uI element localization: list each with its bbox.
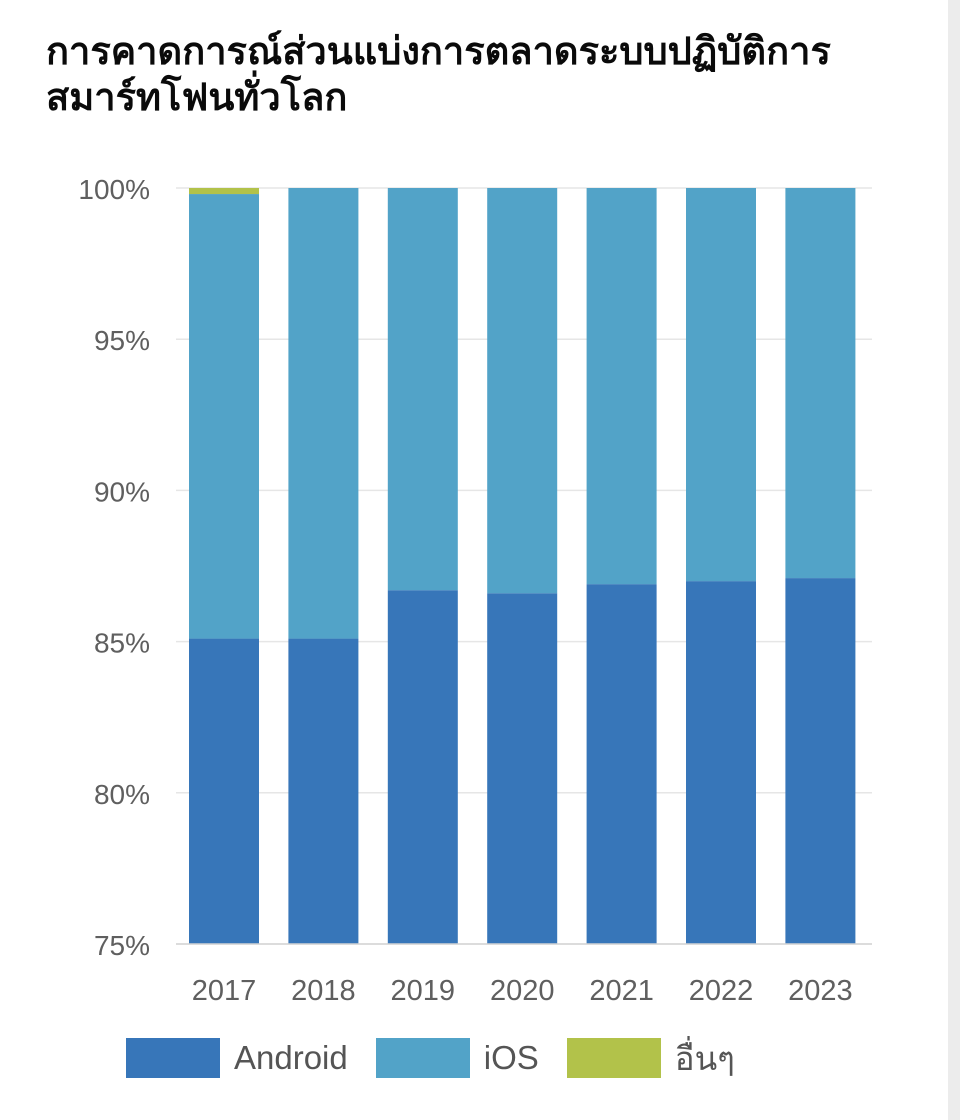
bar-segment-ios [189, 194, 259, 639]
bar-segment-android [487, 593, 558, 944]
bar-segment-ios [785, 188, 856, 579]
x-tick-label: 2020 [490, 975, 555, 1007]
y-tick-label: 80% [94, 779, 150, 810]
chart-title-line-1: การคาดการณ์ส่วนแบ่งการตลาดระบบปฏิบัติการ [46, 29, 831, 73]
bar-segment-other [189, 188, 259, 195]
legend-swatch-android [126, 1038, 220, 1078]
x-tick-label: 2023 [788, 975, 853, 1007]
x-tick-label: 2021 [589, 975, 654, 1007]
x-tick-label: 2018 [291, 975, 356, 1007]
bar-segment-android [189, 638, 259, 944]
legend-swatch-ios [375, 1038, 470, 1078]
legend-item-other: อื่นๆ [566, 1032, 735, 1085]
x-tick-label: 2019 [391, 975, 456, 1007]
legend-item-ios: iOS [375, 1038, 539, 1078]
legend-swatch-other [566, 1038, 661, 1078]
x-tick-label: 2017 [192, 975, 257, 1007]
legend-item-android: Android [126, 1038, 348, 1078]
y-tick-label: 85% [94, 628, 150, 659]
y-tick-label: 100% [78, 174, 150, 205]
bar-segment-android [686, 581, 756, 944]
bar-segment-ios [686, 188, 756, 582]
chart-title: การคาดการณ์ส่วนแบ่งการตลาดระบบปฏิบัติการ… [46, 28, 926, 120]
legend-label-ios: iOS [483, 1039, 539, 1076]
bar-segment-ios [288, 188, 359, 639]
x-tick-label: 2022 [689, 975, 754, 1007]
bar-segment-android [387, 590, 458, 944]
legend-label-other: อื่นๆ [674, 1039, 735, 1077]
bar-segment-ios [586, 188, 657, 585]
y-tick-label: 95% [94, 325, 150, 356]
stacked-bar-chart: 75% 80% 85% 90% 95% 100% 2017 2018 2019 2020 2021 2… [78, 174, 872, 1007]
bar-segment-android [785, 578, 856, 944]
page-edge [948, 0, 960, 1120]
chart-title-line-2: สมาร์ทโฟนทั่วโลก [46, 75, 348, 119]
bar-segment-android [288, 638, 359, 944]
chart-legend: Android iOS อื่นๆ [126, 1036, 763, 1080]
y-tick-label: 75% [94, 930, 150, 961]
y-tick-label: 90% [94, 476, 150, 507]
bar-segment-ios [487, 188, 558, 594]
bar-segment-ios [387, 188, 458, 591]
bar-segment-android [586, 584, 657, 944]
legend-label-android: Android [234, 1039, 348, 1076]
